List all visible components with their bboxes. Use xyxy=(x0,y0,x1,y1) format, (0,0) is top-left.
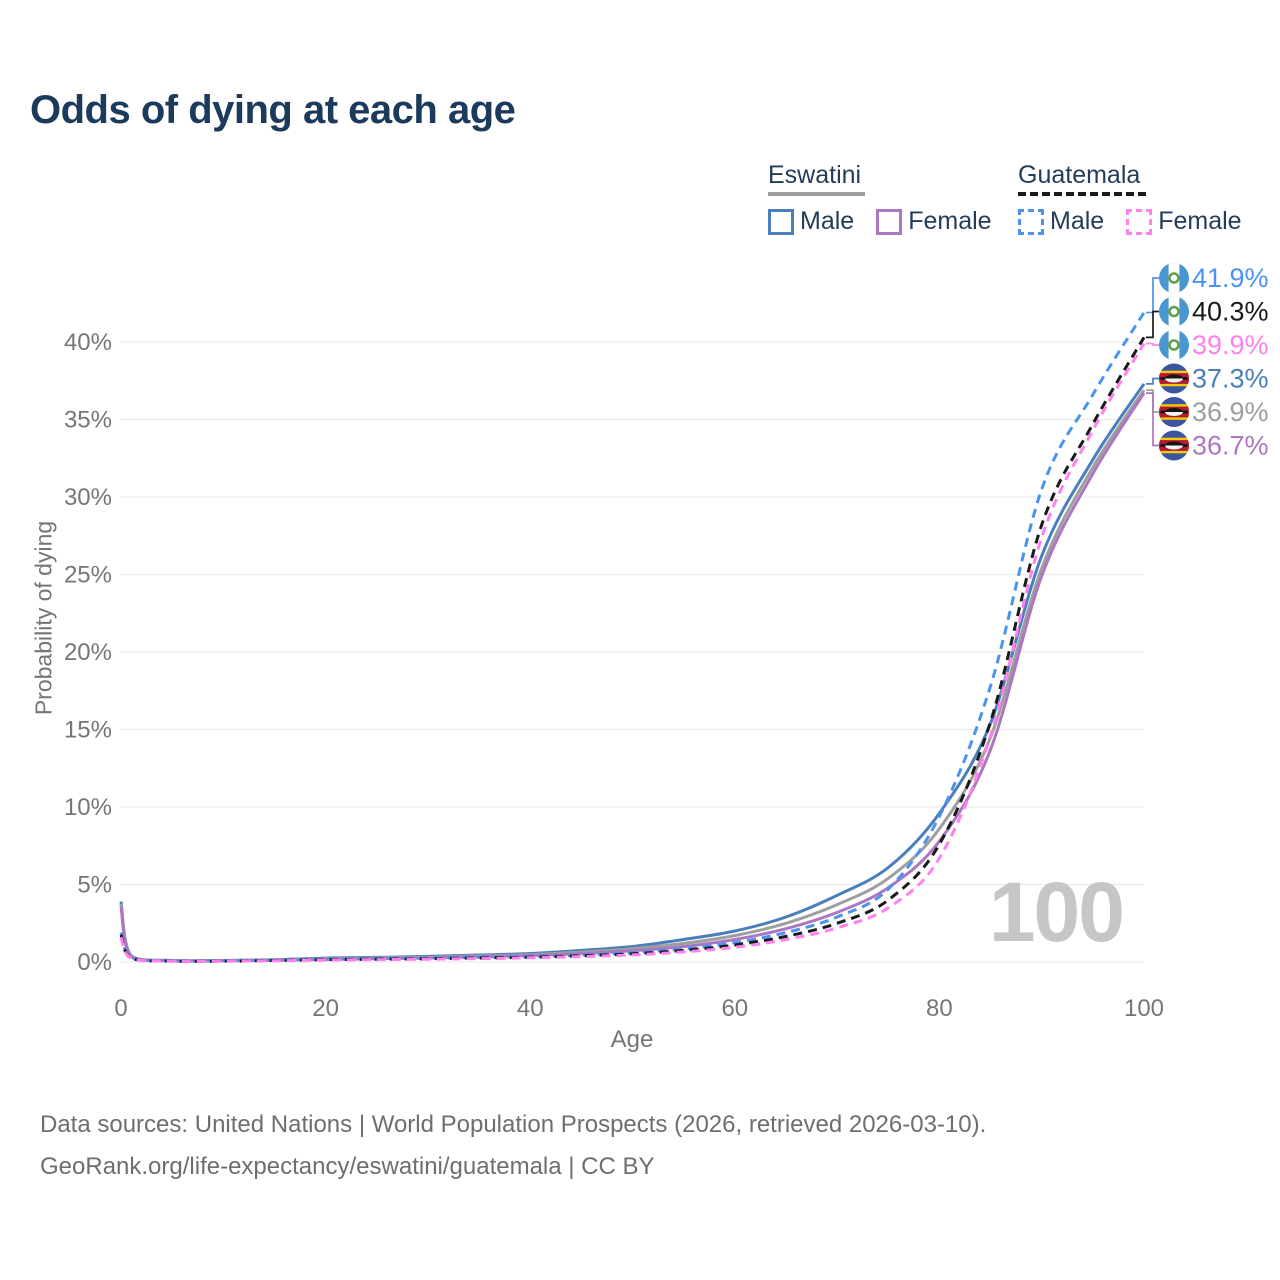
label-connector xyxy=(1146,392,1159,447)
y-tick-label: 30% xyxy=(64,484,112,511)
legend-swatch-eswatini-female[interactable] xyxy=(876,208,903,235)
y-tick-label: 5% xyxy=(77,872,112,899)
attribution-note: GeoRank.org/life-expectancy/eswatini/gua… xyxy=(40,1153,655,1180)
end-value-label: 41.9% xyxy=(1192,263,1269,293)
guatemala-flag-icon xyxy=(1159,263,1189,293)
label-connector xyxy=(1146,342,1159,346)
end-label-guatemala-female: 39.9% xyxy=(1159,330,1269,360)
end-value-label: 40.3% xyxy=(1192,297,1269,327)
x-tick-label: 40 xyxy=(517,995,544,1022)
legend-item-eswatini-female[interactable]: Female xyxy=(908,207,992,235)
label-connector xyxy=(1146,277,1159,314)
end-value-label: 36.7% xyxy=(1192,431,1269,461)
label-connector xyxy=(1146,310,1159,339)
legend-country-label-eswatini[interactable]: Eswatini xyxy=(768,161,862,189)
legend-eswatini-line-sample xyxy=(768,192,865,196)
x-tick-label: 20 xyxy=(312,995,339,1022)
y-tick-label: 0% xyxy=(77,949,112,976)
end-value-label: 36.9% xyxy=(1192,397,1269,427)
series-line-guatemala-male[interactable] xyxy=(119,311,1146,963)
legend-item-eswatini-male[interactable]: Male xyxy=(800,207,855,235)
y-tick-label: 35% xyxy=(64,407,112,434)
x-tick-label: 60 xyxy=(721,995,748,1022)
legend-group-guatemala: Guatemala Male Female xyxy=(1018,162,1264,236)
label-connector xyxy=(1146,377,1159,385)
eswatini-flag-icon xyxy=(1159,363,1189,394)
page-title: Odds of dying at each age xyxy=(30,88,516,132)
x-tick-label: 80 xyxy=(926,995,953,1022)
legend-country-label-guatemala[interactable]: Guatemala xyxy=(1018,161,1141,189)
legend-group-eswatini: Eswatini Male Female xyxy=(768,162,1014,236)
legend-item-guatemala-male[interactable]: Male xyxy=(1050,207,1105,235)
end-label-guatemala-both: 40.3% xyxy=(1159,296,1269,327)
data-source-note: Data sources: United Nations | World Pop… xyxy=(40,1111,987,1138)
y-tick-label: 20% xyxy=(64,639,112,666)
guatemala-flag-icon xyxy=(1159,296,1189,327)
end-label-eswatini-female: 36.7% xyxy=(1159,430,1269,461)
eswatini-flag-icon xyxy=(1159,430,1189,461)
legend-swatch-guatemala-female[interactable] xyxy=(1126,208,1153,235)
series-line-guatemala-female[interactable] xyxy=(119,342,1146,963)
end-label-guatemala-male: 41.9% xyxy=(1159,263,1269,293)
end-label-eswatini-male: 37.3% xyxy=(1159,363,1269,394)
eswatini-flag-icon xyxy=(1159,397,1189,427)
guatemala-flag-icon xyxy=(1159,330,1189,360)
end-value-label: 37.3% xyxy=(1192,364,1269,394)
footer: Data sources: United Nations | World Pop… xyxy=(40,1104,986,1188)
x-axis-title: Age xyxy=(610,1026,654,1053)
y-tick-label: 10% xyxy=(64,794,112,821)
age-watermark: 100 xyxy=(988,865,1125,959)
x-tick-label: 0 xyxy=(114,995,127,1022)
y-tick-label: 15% xyxy=(64,717,112,744)
end-value-label: 39.9% xyxy=(1192,330,1269,360)
legend-swatch-eswatini-male[interactable] xyxy=(768,208,794,235)
y-tick-label: 25% xyxy=(64,562,112,589)
x-tick-label: 100 xyxy=(1124,995,1164,1022)
legend-item-guatemala-female[interactable]: Female xyxy=(1158,207,1242,235)
legend-swatch-guatemala-male[interactable] xyxy=(1018,208,1044,235)
y-tick-label: 40% xyxy=(64,329,112,356)
legend-guatemala-line-sample xyxy=(1018,192,1146,196)
end-label-eswatini-both: 36.9% xyxy=(1159,397,1269,427)
